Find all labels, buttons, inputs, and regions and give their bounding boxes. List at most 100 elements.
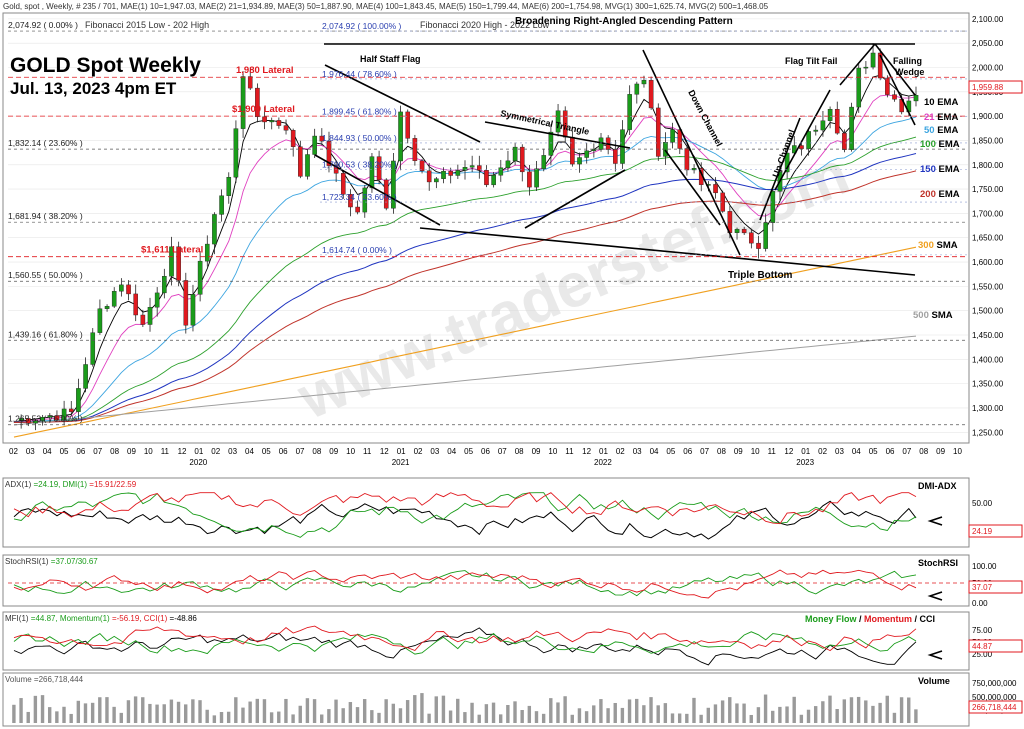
y-tick-label: 2,050.00 [972,39,1004,48]
y-tick-label: 1,400.00 [972,355,1004,364]
candle-body [484,170,489,186]
chart-subtitle: Jul. 13, 2023 4pm ET [10,79,177,98]
month-tick-label: 10 [751,447,760,456]
volume-bar [398,708,403,723]
fib-left-label: 2,074.92 ( 0.00% ) [8,20,78,30]
y-tick-label: 1,350.00 [972,380,1004,389]
volume-bar [527,705,532,723]
volume-bar [384,699,388,723]
volume-panel: Volume =266,718,444 750,000,000 500,000,00… [2,672,1023,727]
arrow-marker-icon [927,516,943,526]
month-tick-label: 07 [93,447,102,456]
panel-value-tag [968,580,1023,594]
month-tick-label: 03 [228,447,237,456]
y-tick-label: 1,850.00 [972,136,1004,145]
candle-body [913,95,919,102]
lateral-label: 1,980 Lateral [236,65,294,76]
volume-bar [234,697,238,723]
fibonacci-levels: 2,074.92 ( 0.00% ) 1,832.14 ( 23.60% ) 1,6… [8,20,968,426]
month-tick-label: 04 [245,447,254,456]
month-tick-label: 01 [194,447,203,456]
volume-bar [570,714,574,723]
candle-body [448,170,453,176]
falling-wedge-label-1: Falling [893,56,922,66]
candle-body [477,165,482,171]
volume-bar [69,713,73,723]
pattern-trendline [484,121,631,149]
month-tick-label: 01 [397,447,406,456]
indicator-panels: ADX(1) =24.19, DMI(1) =15.91/22.59 50.00… [2,477,1023,727]
candle-body [491,175,496,186]
candle-body [355,206,360,213]
volume-bar [320,714,324,723]
y-tick-label: 1,650.00 [972,234,1004,243]
volume-bar [370,710,374,723]
month-tick-label: 07 [296,447,305,456]
month-tick-label: 08 [312,447,321,456]
volume-bar [83,703,88,723]
panel-title: StochRSI [918,558,958,568]
volume-bar [198,700,202,723]
candle-body [111,291,117,307]
panel-frame [2,554,970,607]
volume-bar [871,705,875,723]
month-tick-label: 11 [363,447,372,456]
month-tick-label: 05 [60,447,69,456]
panel-value-label: 44.87 [972,642,993,651]
candle-body [613,149,618,164]
year-tick-label: 2022 [594,458,612,467]
month-tick-label: 10 [953,447,962,456]
fib-left-label: 1,832.14 ( 23.60% ) [8,138,83,148]
candle-body [319,135,325,142]
candle-body [734,228,740,233]
volume-bar [377,712,381,723]
volume-bar [541,713,546,723]
sma-500-line [13,335,917,426]
volume-bar [298,705,302,723]
volume-bar [98,697,102,723]
month-tick-label: 12 [582,447,591,456]
volume-bar [162,704,166,723]
volume-bar [456,698,460,723]
volume-bar [635,698,639,723]
volume-bar [141,697,145,723]
main-panel-frame [2,12,970,444]
y-tick-label: 2,000.00 [972,64,1004,73]
volume-bar [742,703,746,723]
volume-bar [241,707,245,723]
price-tag-label: 1,959.88 [972,83,1004,92]
volume-bar [842,699,847,723]
indicator-line [13,569,917,599]
volume-bar [563,696,567,723]
candle-body [877,52,883,79]
volume-bar [212,715,217,723]
fib-right-label: 1,614.74 ( 0.00% ) [322,245,392,255]
volume-bar [778,706,782,723]
volume-bar [219,711,224,723]
candle-body [133,293,138,316]
volume-bar [126,700,131,723]
pattern-trendline [324,64,481,143]
candle-body [47,415,53,418]
candle-body [40,416,45,421]
month-tick-label: 08 [717,447,726,456]
month-tick-label: 03 [26,447,35,456]
candle-body [541,155,547,169]
panel-tick-label: 750,000,000 [972,679,1017,688]
month-tick-label: 02 [9,447,18,456]
volume-bar [119,712,123,723]
volume-bar [606,708,610,723]
candle-body [584,150,589,158]
time-axis: 02 03 04 05 06 07 08 09 10 11 12 01 02 03 04 05 06 07 08 09… [9,447,962,467]
volume-bar [907,697,911,723]
volume-bar [327,709,331,723]
month-tick-label: 03 [430,447,439,456]
fib-right-label: 1,844.93 ( 50.00% ) [322,133,397,143]
candle-body [362,187,368,213]
volume-bar [813,706,818,723]
candle-body [312,135,317,155]
ma-label: 100 EMA [920,139,960,150]
month-tick-label: 03 [835,447,844,456]
candle-body [834,109,840,134]
ma-label: 150 EMA [920,164,960,175]
